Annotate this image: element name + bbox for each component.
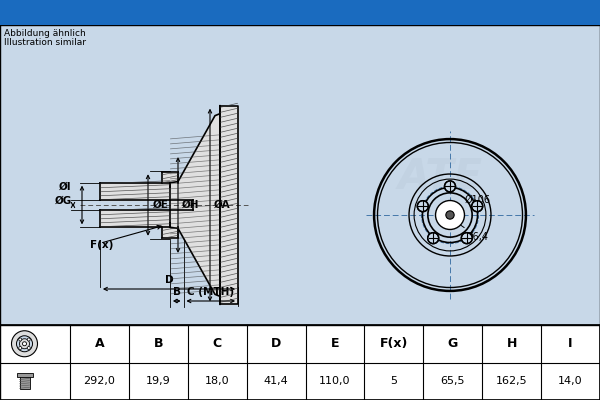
Polygon shape [100, 210, 170, 227]
Text: F(x): F(x) [90, 240, 113, 250]
Text: B: B [154, 337, 163, 350]
Text: 24.0120-0173.1    420173: 24.0120-0173.1 420173 [164, 4, 436, 22]
Circle shape [428, 233, 439, 244]
Text: 162,5: 162,5 [496, 376, 527, 386]
Text: H: H [506, 337, 517, 350]
Polygon shape [220, 106, 238, 304]
Text: C: C [212, 337, 222, 350]
Text: Ø106: Ø106 [465, 195, 491, 205]
Text: ATE: ATE [398, 156, 482, 198]
Text: D: D [271, 337, 281, 350]
Text: Illustration similar: Illustration similar [4, 38, 86, 47]
Text: ØA: ØA [214, 200, 230, 210]
Circle shape [19, 338, 22, 341]
Polygon shape [162, 227, 178, 238]
Circle shape [27, 338, 30, 341]
Text: I: I [568, 337, 573, 350]
Text: B: B [173, 287, 181, 297]
Circle shape [23, 342, 26, 346]
Circle shape [19, 346, 22, 350]
Circle shape [417, 201, 428, 212]
Text: 14,0: 14,0 [558, 376, 583, 386]
Text: Ø6,4: Ø6,4 [455, 221, 489, 242]
FancyBboxPatch shape [17, 373, 32, 377]
Text: 292,0: 292,0 [83, 376, 115, 386]
Polygon shape [162, 172, 178, 183]
Circle shape [445, 181, 455, 192]
Text: 18,0: 18,0 [205, 376, 230, 386]
Text: ØE: ØE [153, 200, 169, 210]
FancyBboxPatch shape [0, 0, 600, 25]
Text: ØG: ØG [55, 196, 72, 206]
Text: E: E [331, 337, 339, 350]
Circle shape [19, 339, 29, 349]
Circle shape [472, 201, 483, 212]
Text: ØH: ØH [182, 200, 199, 210]
Text: D: D [164, 275, 173, 285]
Text: 41,4: 41,4 [264, 376, 289, 386]
Text: C (MTH): C (MTH) [187, 287, 235, 297]
FancyBboxPatch shape [0, 325, 600, 400]
Text: G: G [448, 337, 458, 350]
Polygon shape [170, 106, 220, 304]
Text: A: A [95, 337, 104, 350]
FancyBboxPatch shape [19, 375, 29, 389]
Circle shape [27, 346, 30, 350]
Text: Abbildung ähnlich: Abbildung ähnlich [4, 29, 86, 38]
Circle shape [436, 200, 464, 230]
Text: F(x): F(x) [380, 337, 408, 350]
Polygon shape [100, 183, 170, 200]
Circle shape [17, 336, 32, 352]
Text: 19,9: 19,9 [146, 376, 171, 386]
Text: 65,5: 65,5 [440, 376, 465, 386]
Text: 110,0: 110,0 [319, 376, 351, 386]
Text: 5: 5 [391, 376, 397, 386]
Circle shape [461, 233, 472, 244]
Text: ØI: ØI [59, 182, 71, 192]
Circle shape [446, 211, 454, 219]
Circle shape [11, 331, 37, 357]
